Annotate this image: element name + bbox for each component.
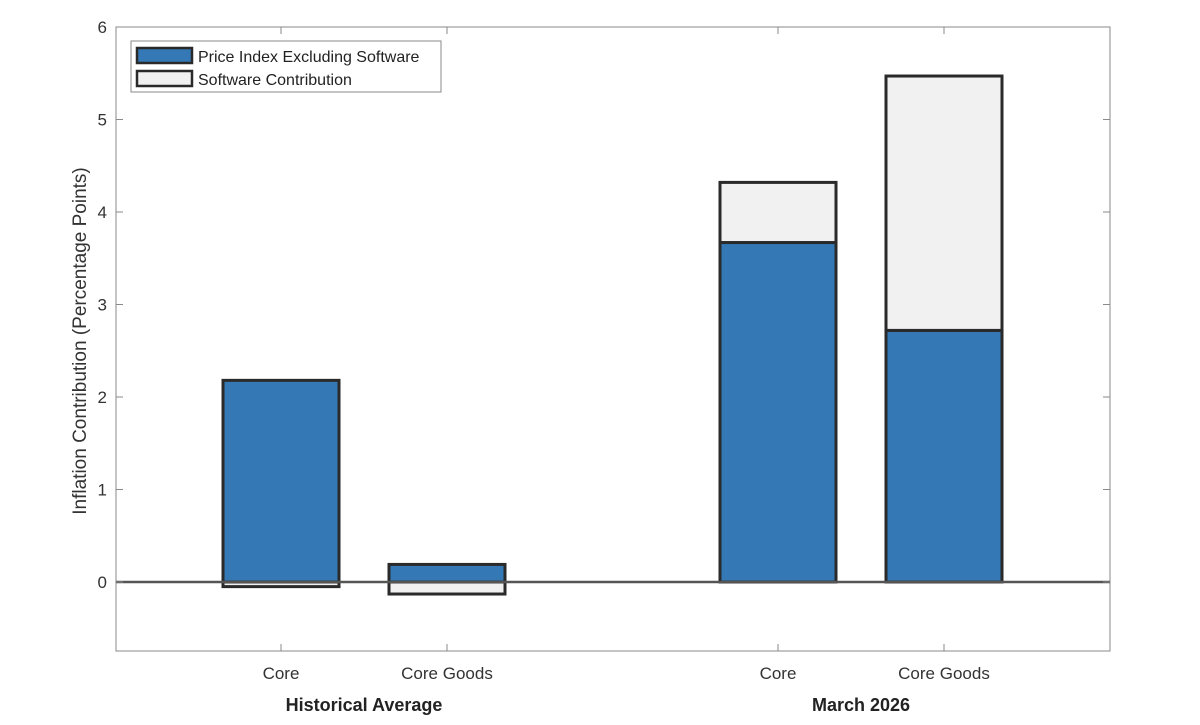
bar-price-index-0 (221, 378, 341, 584)
bar-software-3 (884, 74, 1004, 332)
bar-software-2 (718, 180, 838, 245)
x-tick-label: Core Goods (898, 664, 990, 683)
bars (221, 74, 1004, 596)
bar-price-index-1 (387, 562, 507, 584)
x-tick-label: Core (263, 664, 300, 683)
y-tick-label: 3 (98, 296, 107, 315)
group-label: March 2026 (812, 695, 910, 715)
y-axis-ticks: 0 1 2 3 4 5 6 (98, 18, 1110, 592)
legend-swatch (135, 69, 194, 88)
legend-label: Software Contribution (198, 72, 352, 89)
x-axis-ticks: Core Core Goods Core Core Goods (263, 27, 990, 683)
y-axis-label: Inflation Contribution (Percentage Point… (70, 167, 91, 514)
bar-price-index-3 (884, 328, 1004, 584)
group-labels: Historical Average March 2026 (286, 695, 910, 715)
x-tick-label: Core Goods (401, 664, 493, 683)
legend: Price Index Excluding Software Software C… (130, 40, 442, 93)
bar-software-1 (387, 580, 507, 596)
x-tick-label: Core (760, 664, 797, 683)
y-tick-label: 5 (98, 111, 107, 130)
y-tick-label: 1 (98, 481, 107, 500)
y-tick-label: 4 (98, 203, 107, 222)
legend-label: Price Index Excluding Software (198, 49, 420, 66)
y-tick-label: 6 (98, 18, 107, 37)
legend-swatch (135, 46, 194, 65)
bar-price-index-2 (718, 241, 838, 584)
y-tick-label: 0 (98, 573, 107, 592)
y-tick-label: 2 (98, 388, 107, 407)
group-label: Historical Average (286, 695, 443, 715)
